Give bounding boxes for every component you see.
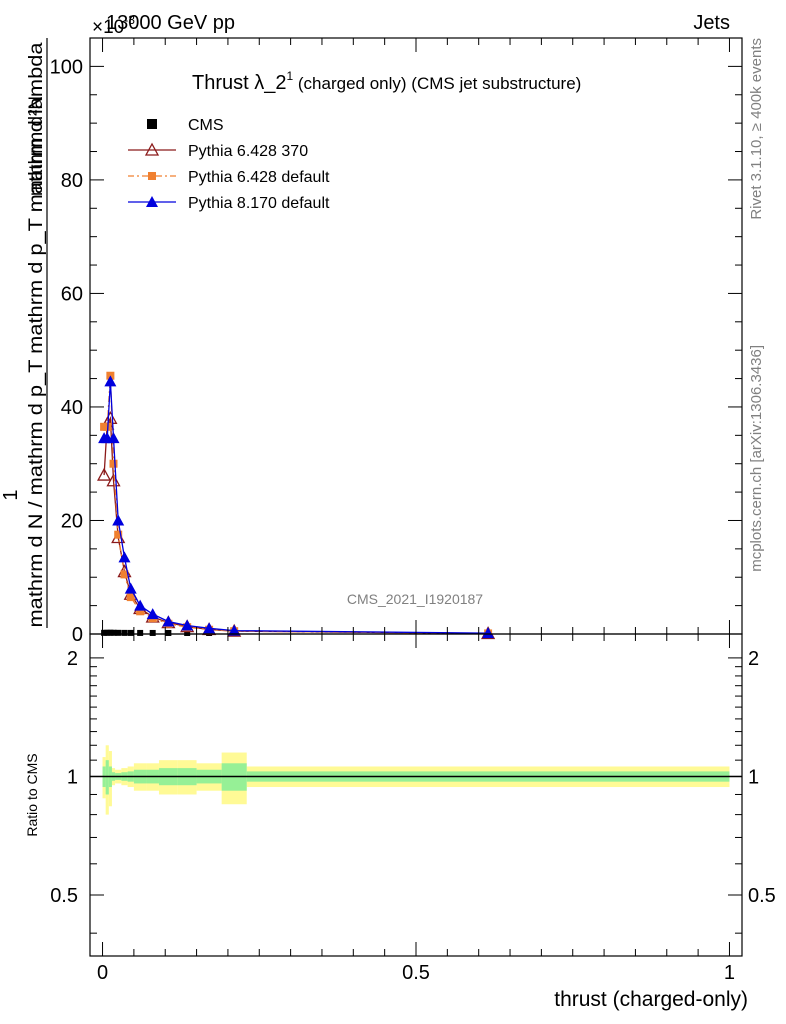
ratio-ytick-label: 0.5 [50, 885, 78, 907]
legend-entry-1: Pythia 6.428 370 [128, 142, 308, 160]
rivet-label: Rivet 3.1.10, ≥ 400k events [748, 38, 765, 220]
data-point [114, 530, 123, 539]
legend-label: Pythia 6.428 default [188, 169, 330, 186]
series-3 [98, 375, 495, 639]
data-point [165, 629, 172, 636]
main-series [97, 371, 496, 640]
data-point [184, 629, 191, 636]
main-ytick-label: 40 [61, 397, 83, 419]
data-point [101, 629, 108, 636]
plot-title: Thrust λ_21 (charged only) (CMS jet subs… [192, 69, 581, 94]
data-point [124, 582, 137, 594]
data-point [146, 608, 159, 620]
xtick-label: 1 [724, 962, 735, 984]
xlabel: thrust (charged-only) [554, 988, 748, 1011]
data-point [107, 629, 114, 636]
ratio-band-inner [105, 760, 109, 795]
ratio-ytick-label: 2 [67, 648, 78, 670]
legend: CMS Pythia 6.428 370 Pythia 6.428 default P… [128, 117, 330, 212]
data-point [112, 514, 125, 526]
main-ytick-label: 20 [61, 510, 83, 532]
ratio-ytick-label-right: 0.5 [748, 885, 776, 907]
data-point [121, 629, 128, 636]
data-point [228, 624, 241, 636]
main-ylabel: mathrm d²N 1 mathrm d N / mathrm d p_T m… [0, 38, 48, 628]
data-point [136, 607, 145, 616]
mcplots-label: mcplots.cern.ch [arXiv:1306.3436] [748, 345, 765, 572]
data-point [104, 375, 117, 387]
data-point [482, 627, 495, 639]
axes: 0 20 40 60 80 100 0 0.5 1 0.5 0.5 1 1 2 2 [50, 38, 776, 984]
data-point [104, 629, 111, 636]
data-point [203, 622, 216, 634]
legend-label: Pythia 8.170 default [188, 195, 330, 212]
data-point [109, 459, 118, 468]
ratio-bands [90, 745, 742, 815]
data-point [126, 593, 135, 602]
data-point [107, 432, 120, 444]
ylabel-numerator: mathrm d²N [26, 96, 47, 196]
legend-entry-3: Pythia 8.170 default [128, 195, 330, 212]
legend-marker [147, 119, 157, 129]
legend-label: CMS [188, 117, 224, 134]
jets-label: Jets [693, 12, 730, 34]
ylabel-one: 1 [0, 489, 22, 500]
main-ytick-label: 0 [72, 624, 83, 646]
analysis-watermark: CMS_2021_I1920187 [347, 591, 483, 607]
data-point [115, 629, 122, 636]
energy-label: 13000 GeV pp [106, 12, 235, 34]
series-line [104, 381, 489, 634]
data-point [181, 619, 194, 631]
data-point [120, 570, 129, 579]
exponent-label: ×10-3 [92, 13, 135, 38]
main-ytick-label: 80 [61, 170, 83, 192]
ratio-ylabel: Ratio to CMS [24, 753, 40, 836]
ratio-frame [89, 633, 743, 957]
legend-label: Pythia 6.428 370 [188, 143, 308, 160]
ratio-ytick-label-right: 2 [748, 648, 759, 670]
legend-marker [146, 196, 158, 207]
ylabel-denominator: mathrm d N / mathrm d p_T mathrm d p_T m… [26, 42, 47, 627]
legend-entry-0: CMS [147, 117, 224, 134]
data-point [127, 629, 134, 636]
legend-marker [148, 172, 156, 180]
data-point [162, 615, 175, 627]
main-ytick-label: 60 [61, 283, 83, 305]
main-ytick-label: 100 [50, 56, 83, 78]
series-line [104, 375, 489, 635]
xtick-label: 0 [97, 962, 108, 984]
ratio-ytick-label-right: 1 [748, 766, 759, 788]
xtick-label: 0.5 [402, 962, 430, 984]
data-point [149, 629, 156, 636]
data-point [97, 467, 112, 481]
data-point [137, 629, 144, 636]
ratio-ytick-label: 1 [67, 766, 78, 788]
legend-marker [144, 142, 160, 156]
legend-entry-2: Pythia 6.428 default [128, 169, 330, 186]
data-point [118, 551, 131, 563]
data-point [110, 629, 117, 636]
data-point [134, 599, 147, 611]
